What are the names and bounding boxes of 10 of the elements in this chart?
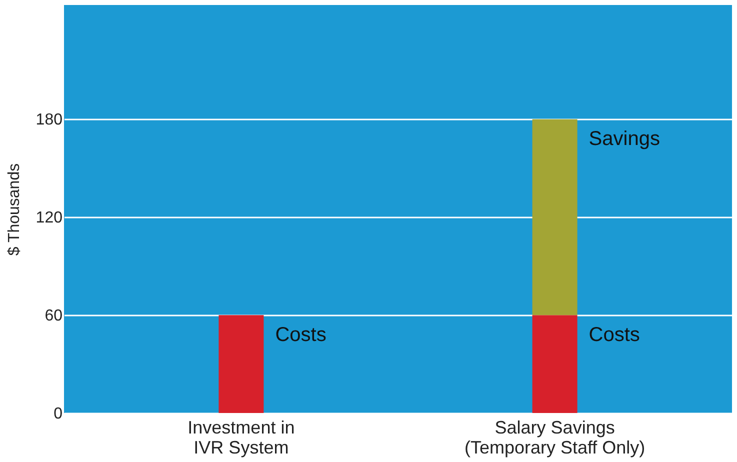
series-label: Costs	[588, 324, 640, 346]
text: Costs	[275, 324, 326, 346]
x-tick-label: Investment in IVR System	[188, 418, 295, 458]
x-tick-label: Salary Savings (Temporary Staff Only)	[464, 418, 646, 458]
y-tick-label: 180	[36, 112, 63, 129]
y-tick-label: 120	[36, 210, 63, 227]
y-tick-label: 0	[54, 406, 63, 422]
series-label: Savings	[588, 128, 660, 150]
y-axis-title: $ Thousands	[6, 163, 23, 256]
y-tick-label: 60	[44, 308, 63, 325]
